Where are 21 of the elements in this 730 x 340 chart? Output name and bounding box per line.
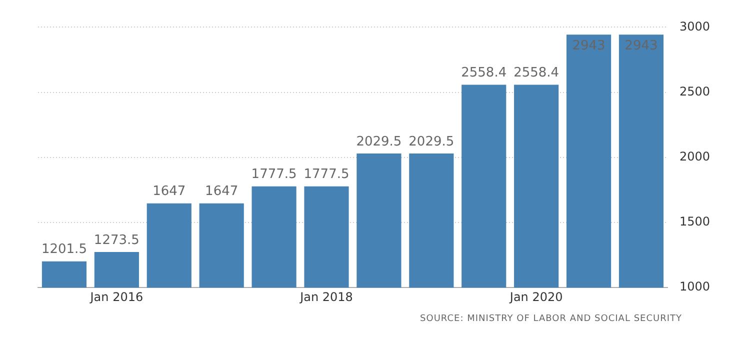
y-tick-label: 1000 [679, 280, 710, 294]
y-tick-label: 2000 [679, 150, 710, 164]
data-label: 2558.4 [461, 66, 507, 81]
data-label: 1273.5 [94, 232, 140, 248]
y-tick-label: 2500 [679, 84, 710, 98]
data-label: 1777.5 [251, 167, 297, 182]
data-label: 2943 [624, 38, 658, 54]
data-label: 2029.5 [408, 134, 454, 150]
data-label: 2029.5 [356, 134, 402, 150]
data-label: 1647 [205, 184, 238, 200]
y-tick-label: 1500 [679, 214, 710, 229]
data-label: 1201.5 [41, 242, 87, 258]
x-tick-label: Jan 2020 [508, 290, 563, 304]
data-label: 2558.4 [514, 66, 560, 81]
data-label: 2943 [572, 38, 606, 54]
data-label: 1777.5 [304, 167, 350, 182]
data-label: 1647 [152, 184, 186, 200]
y-tick-label: 3000 [679, 19, 710, 34]
x-tick-label: Jan 2016 [89, 290, 144, 304]
source-note: SOURCE: MINISTRY OF LABOR AND SOCIAL SECURITY [419, 314, 683, 324]
x-tick-label: Jan 2018 [299, 290, 353, 304]
